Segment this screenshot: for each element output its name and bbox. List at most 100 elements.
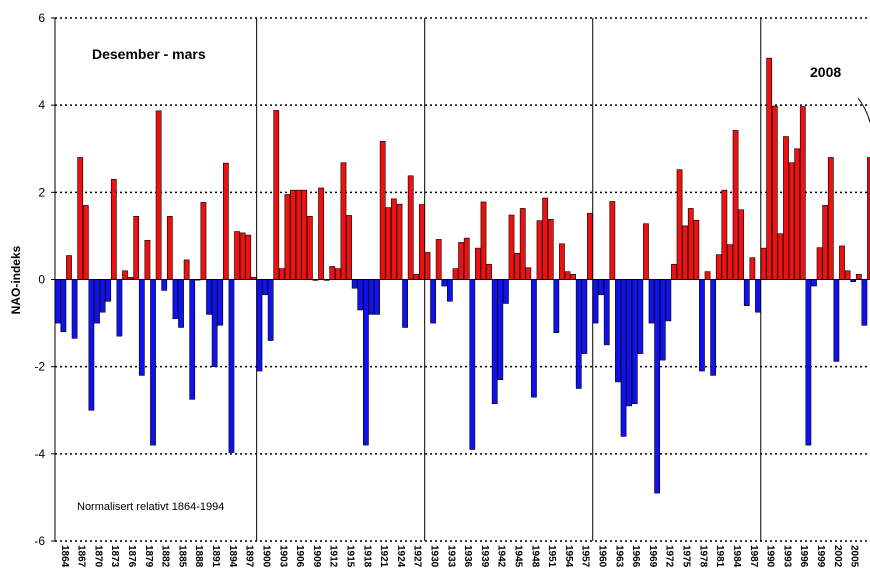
bar-1894 xyxy=(222,162,229,280)
bar-1917 xyxy=(351,279,358,289)
bar-2007 xyxy=(855,273,862,280)
x-tick-label: 1957 xyxy=(580,545,591,568)
y-tick-label: 4 xyxy=(38,98,45,112)
x-tick-label: 1918 xyxy=(361,545,372,568)
x-tick-label: 1927 xyxy=(412,545,423,568)
x-tick-label: 2005 xyxy=(849,545,860,568)
x-tick-label: 1936 xyxy=(462,545,473,568)
bar-1994 xyxy=(783,136,789,280)
bar-1891 xyxy=(206,279,212,315)
x-tick-label: 1951 xyxy=(546,545,557,568)
y-tick-label: 0 xyxy=(38,273,45,287)
x-tick-label: 1948 xyxy=(529,545,540,568)
bar-1993 xyxy=(777,233,784,280)
bar-1867 xyxy=(71,279,78,339)
x-tick-label: 1978 xyxy=(697,545,708,568)
bar-1979 xyxy=(699,279,705,372)
bar-1906 xyxy=(290,189,296,280)
y-tick-labels: 6 4 2 0 -2 -4 -6 xyxy=(34,11,55,548)
bar-1997 xyxy=(799,106,806,280)
bar-1883 xyxy=(161,279,168,291)
current-year-label: 2008 xyxy=(810,64,841,80)
bar-2004 xyxy=(839,245,845,280)
y-tick-label: -6 xyxy=(34,534,45,548)
x-tick-label: 1888 xyxy=(193,545,204,568)
bar-1948 xyxy=(525,267,532,280)
bar-1924 xyxy=(391,198,397,280)
bar-1901 xyxy=(262,279,268,296)
bar-1919 xyxy=(362,279,369,446)
x-tick-label: 1906 xyxy=(294,545,305,568)
x-tick-label: 1954 xyxy=(563,545,574,568)
x-tick-label: 1867 xyxy=(76,545,87,568)
bar-2000 xyxy=(816,247,823,280)
bar-1934 xyxy=(447,279,453,302)
x-tick-label: 1894 xyxy=(227,545,238,568)
bar-1964 xyxy=(615,279,621,383)
bar-1874 xyxy=(110,178,117,280)
bar-1914 xyxy=(334,268,341,280)
x-tick-label: 1897 xyxy=(244,545,255,568)
bar-1990 xyxy=(760,247,767,280)
x-tick-labels: 1864 1867 1870 1873 1876 1879 1882 1885 1888 1891… xyxy=(59,545,860,568)
bar-1978 xyxy=(693,219,700,280)
x-tick-label: 1909 xyxy=(311,545,322,568)
bar-1865 xyxy=(60,279,67,333)
bar-1875 xyxy=(116,279,123,337)
bar-1923 xyxy=(385,207,392,280)
bar-1973 xyxy=(665,279,672,322)
bar-1937 xyxy=(463,237,470,280)
bar-1939 xyxy=(475,247,481,280)
bar-1960 xyxy=(592,279,599,324)
x-tick-label: 1966 xyxy=(630,545,641,568)
bar-2003 xyxy=(833,279,840,362)
bar-1882 xyxy=(155,110,162,280)
bar-1908 xyxy=(301,189,308,280)
bar-1969 xyxy=(643,223,649,280)
bar-1986 xyxy=(738,209,745,280)
bar-1972 xyxy=(659,279,666,361)
bar-1943 xyxy=(497,279,504,381)
y-tick-label: 6 xyxy=(38,11,45,25)
bar-1927 xyxy=(407,175,414,280)
bar-2005 xyxy=(844,270,851,280)
bar-1946 xyxy=(514,253,520,280)
bar-1870 xyxy=(88,279,95,411)
x-tick-label: 1903 xyxy=(277,545,288,568)
y-tick-label: -2 xyxy=(34,360,45,374)
y-tick-label: -4 xyxy=(34,447,45,461)
normalization-note: Normalisert relativt 1864-1994 xyxy=(77,501,224,513)
x-tick-label: 1870 xyxy=(92,545,103,568)
x-tick-label: 1915 xyxy=(344,545,355,568)
bar-1965 xyxy=(620,279,627,437)
bar-1887 xyxy=(183,259,190,280)
bar-1983 xyxy=(721,189,728,280)
x-tick-label: 1912 xyxy=(328,545,339,568)
bar-1963 xyxy=(609,201,616,280)
bar-1872 xyxy=(99,279,106,313)
bar-1995 xyxy=(788,162,795,280)
bar-1928 xyxy=(413,273,420,280)
x-tick-label: 1876 xyxy=(126,545,137,568)
bar-1947 xyxy=(519,208,526,280)
bar-1930 xyxy=(424,252,431,280)
bar-1878 xyxy=(133,216,140,280)
bar-1992 xyxy=(771,105,778,280)
bar-1975 xyxy=(676,169,683,280)
bar-1881 xyxy=(150,279,156,446)
bar-1989 xyxy=(755,279,761,313)
bar-1967 xyxy=(631,279,638,405)
bar-1911 xyxy=(318,187,324,280)
bar-1971 xyxy=(654,279,661,494)
bar-1892 xyxy=(211,279,218,367)
x-tick-label: 1945 xyxy=(513,545,524,568)
x-tick-label: 1891 xyxy=(210,545,221,568)
bar-1886 xyxy=(178,279,184,328)
bar-2008 xyxy=(861,279,868,326)
x-tick-label: 1975 xyxy=(681,545,692,568)
bar-1869 xyxy=(82,205,89,280)
bar-1945 xyxy=(508,214,515,280)
x-tick-label: 1924 xyxy=(395,545,406,568)
bar-1895 xyxy=(228,279,235,453)
bar-1977 xyxy=(687,208,694,280)
